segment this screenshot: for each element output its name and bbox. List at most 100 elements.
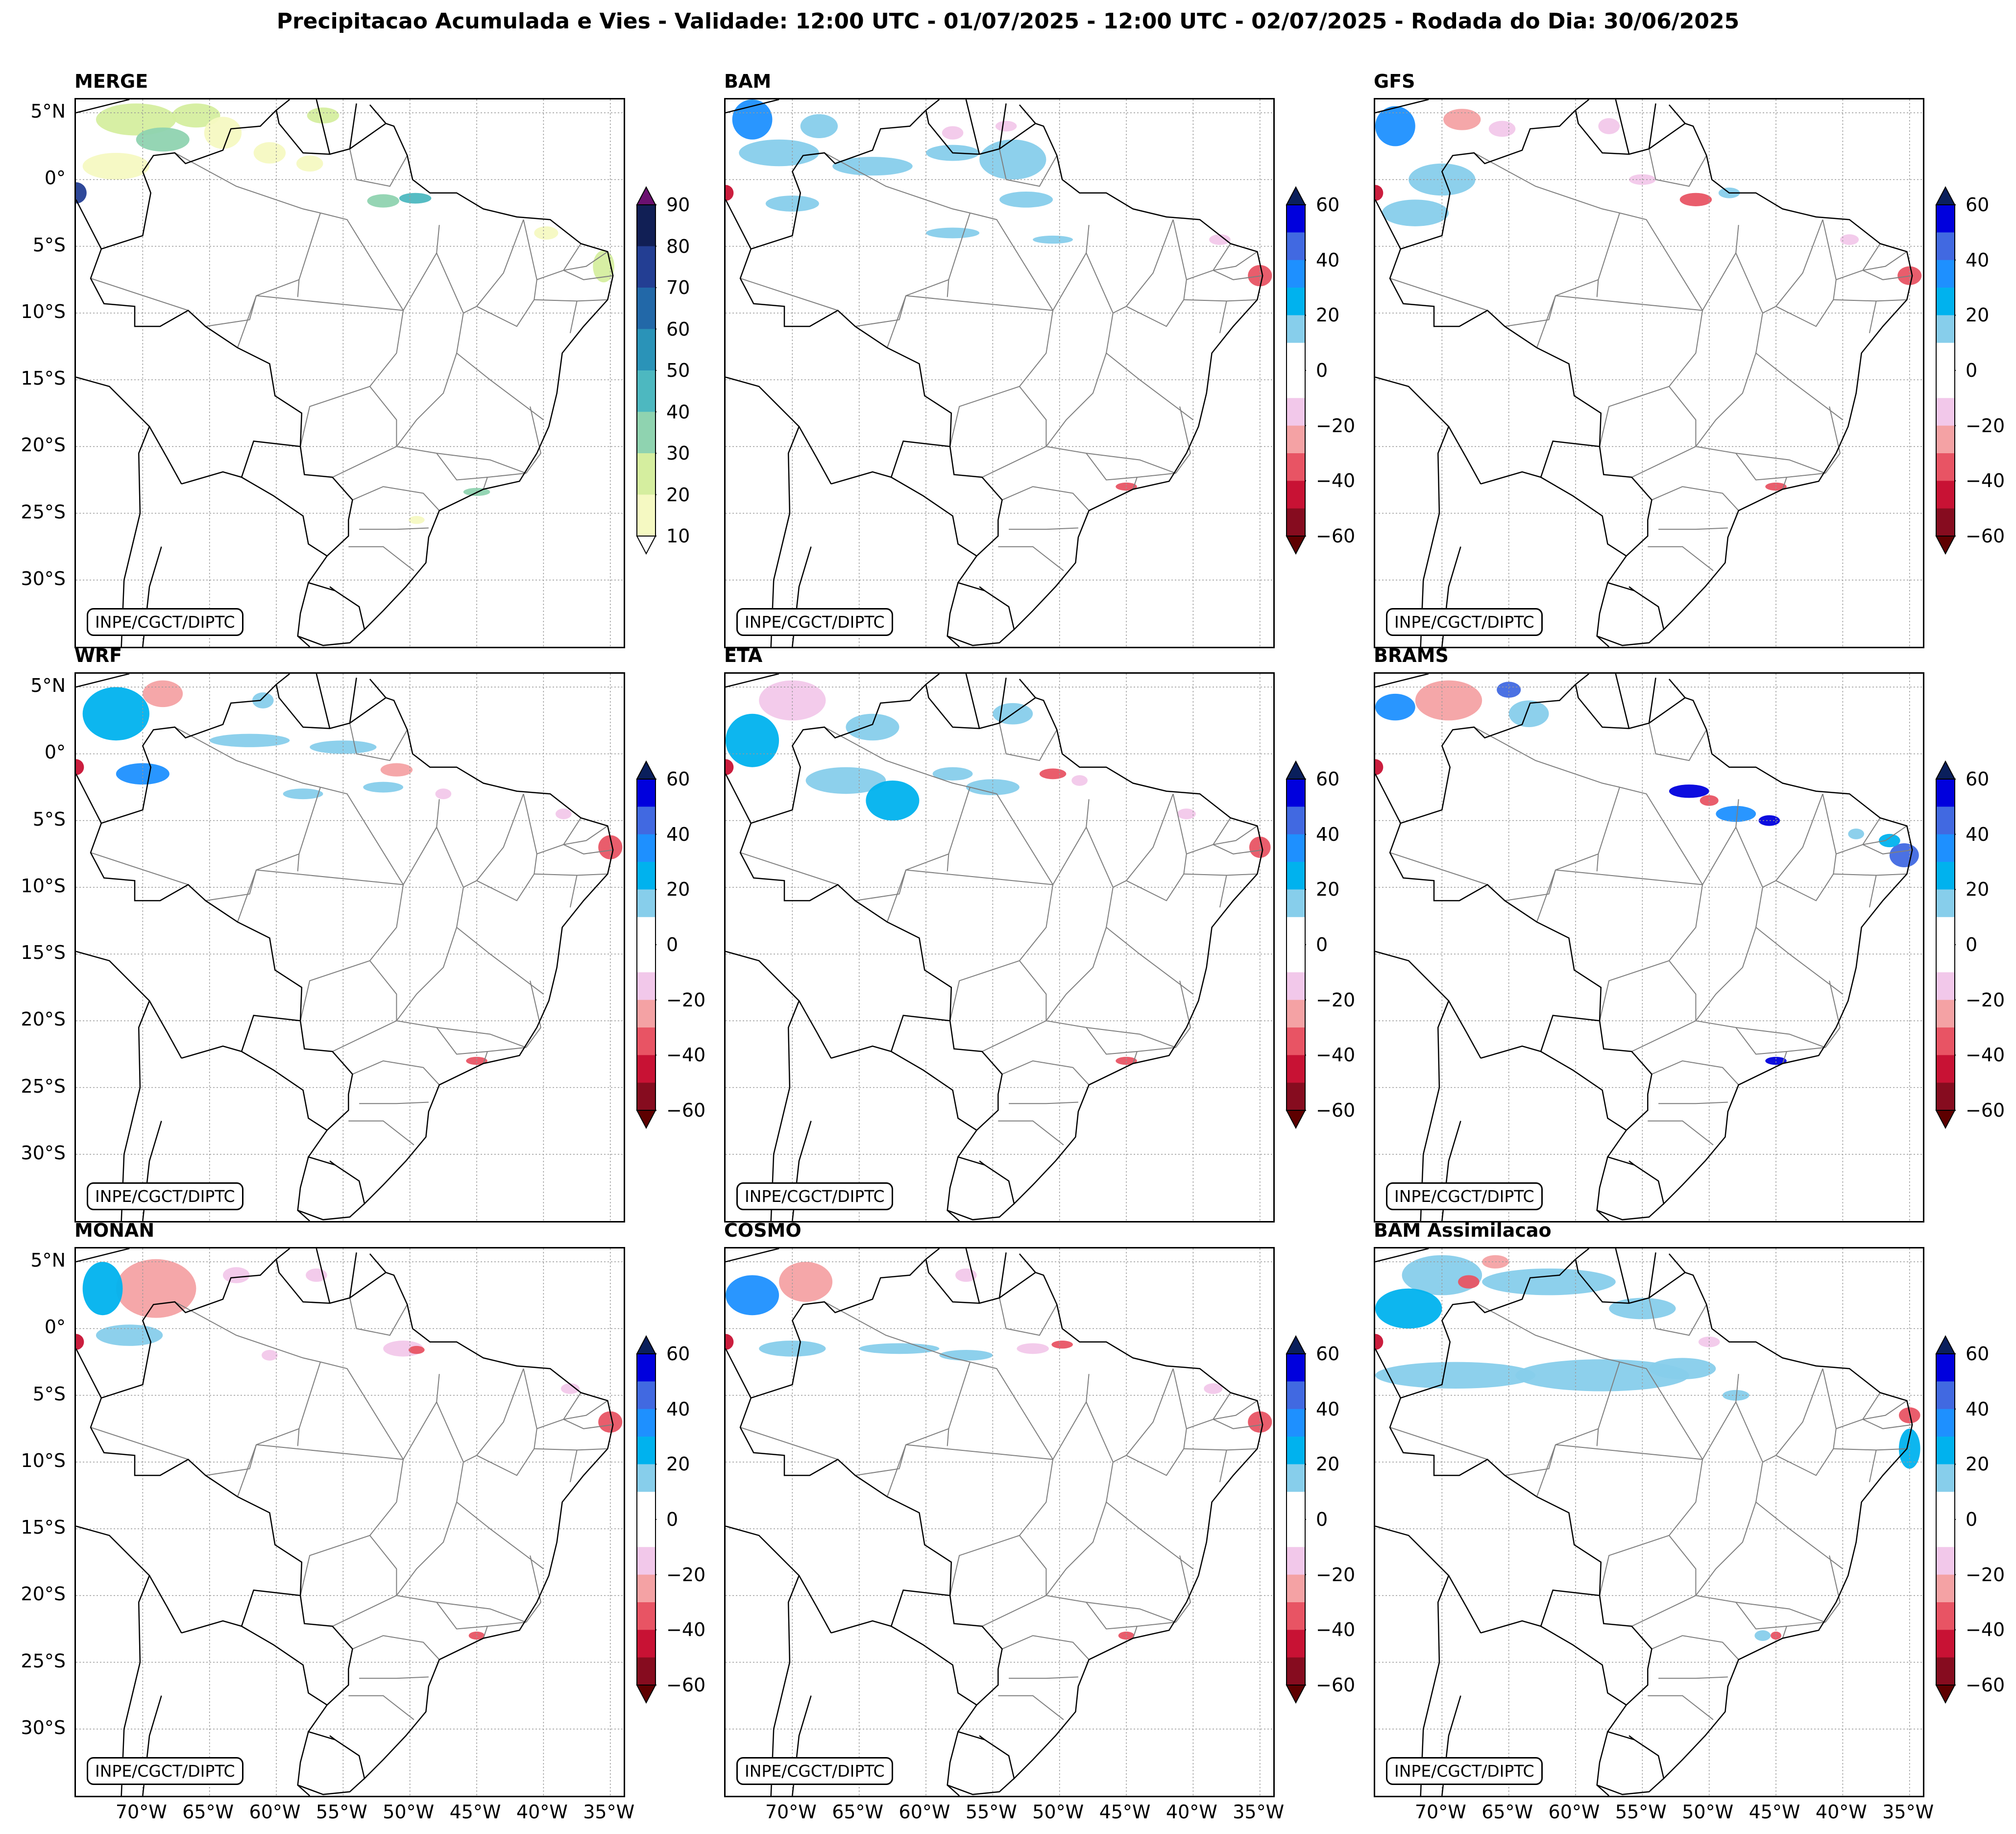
country-border <box>1648 103 1656 149</box>
state-border <box>320 212 404 311</box>
lon-tick-label: 35°W <box>583 1801 635 1823</box>
state-border <box>1389 278 1488 311</box>
anomaly-area <box>408 516 425 524</box>
anomaly-area <box>995 121 1017 132</box>
state-border <box>740 278 838 311</box>
country-border <box>1615 1248 1630 1303</box>
state-border <box>1175 1555 1191 1623</box>
state-border <box>1536 787 1620 923</box>
country-border <box>349 678 357 723</box>
anomaly-area <box>726 713 779 767</box>
colorbar-extend-top <box>1286 186 1306 205</box>
anomaly-area <box>1116 1056 1137 1065</box>
state-border <box>1113 793 1174 888</box>
state-border <box>174 152 321 214</box>
lat-tick-label: 20°S <box>21 434 66 456</box>
colorbar-segment <box>1936 508 1955 537</box>
state-border <box>1184 299 1258 302</box>
anomaly-area <box>468 1631 485 1640</box>
state-border <box>437 1602 527 1623</box>
colorbar-extend-bottom <box>636 1685 656 1704</box>
map-frame: INPE/CGCT/DIPTC <box>724 1247 1275 1797</box>
state-border <box>297 279 300 297</box>
colorbar-tick-label: 90 <box>666 194 690 216</box>
colorbar-tick-label: 0 <box>1316 360 1328 381</box>
state-border <box>256 869 404 885</box>
state-border <box>1631 1459 1703 1627</box>
country-border <box>148 1000 182 1059</box>
lon-tick-label: 40°W <box>516 1801 568 1823</box>
colorbar-tick-label: −60 <box>1316 525 1356 547</box>
state-border <box>1045 827 1114 1021</box>
colorbar-segment <box>637 1492 656 1520</box>
state-border <box>1755 927 1843 995</box>
state-border <box>205 295 257 327</box>
country-border <box>316 674 331 729</box>
anomaly-area <box>932 767 973 781</box>
state-border <box>1755 352 1843 420</box>
colorbar-segment <box>637 288 656 329</box>
state-border <box>1046 1595 1137 1630</box>
colorbar-segment <box>1287 1547 1305 1575</box>
state-border <box>1106 1501 1193 1569</box>
colorbar-extend-bottom <box>1286 1685 1306 1704</box>
credit-label: INPE/CGCT/DIPTC <box>736 1182 893 1210</box>
colorbar-segment <box>1936 232 1955 261</box>
colorbar-tick-label: 0 <box>1966 360 1978 381</box>
state-border <box>982 310 1054 478</box>
colorbar-segment <box>637 889 656 918</box>
state-border <box>476 299 535 327</box>
colorbar-tick-label: −60 <box>666 1674 706 1696</box>
anomaly-area <box>1375 1288 1442 1329</box>
colorbar-segment <box>1287 508 1305 537</box>
state-border <box>396 1401 464 1596</box>
colorbar-segment <box>1287 1492 1305 1520</box>
state-border <box>998 546 1064 571</box>
credit-label: INPE/CGCT/DIPTC <box>87 608 243 636</box>
country-border <box>76 951 150 1221</box>
lon-tick-label: 65°W <box>832 1801 884 1823</box>
colorbar-segment <box>637 1630 656 1658</box>
state-border <box>396 252 464 447</box>
state-border <box>1648 1120 1714 1146</box>
state-border <box>1863 251 1907 271</box>
state-border <box>886 787 971 923</box>
colorbar-tick-label: 0 <box>666 1509 679 1530</box>
state-border <box>569 301 578 334</box>
state-border <box>1658 1101 1728 1104</box>
state-border <box>1775 299 1834 327</box>
country-border <box>349 103 357 149</box>
country-border <box>1596 1731 1664 1795</box>
colorbar-tick-label: 0 <box>1316 934 1328 955</box>
state-border <box>1213 269 1263 280</box>
country-border <box>241 1625 328 1706</box>
credit-label: INPE/CGCT/DIPTC <box>1386 1757 1543 1785</box>
country-border <box>369 104 387 124</box>
map-canvas <box>76 99 624 647</box>
anomaly-area <box>1118 1631 1135 1640</box>
colorbar-segment <box>637 1082 656 1111</box>
state-border <box>456 1501 544 1569</box>
anomaly-area <box>1017 1343 1049 1354</box>
anomaly-area <box>1443 109 1481 130</box>
state-border <box>1052 225 1090 311</box>
colorbar-segment <box>1287 862 1305 890</box>
state-border <box>569 1450 578 1483</box>
state-border <box>824 152 971 214</box>
state-border <box>348 1120 414 1146</box>
country-border <box>739 684 1263 1205</box>
colorbar-segment <box>1287 972 1305 1001</box>
lat-tick-label: 10°S <box>21 875 66 897</box>
state-border <box>1086 1027 1176 1048</box>
colorbar-segment <box>637 1437 656 1465</box>
colorbar-segment <box>1936 1082 1955 1111</box>
lat-tick-label: 5°N <box>30 100 66 122</box>
country-border <box>297 1156 365 1221</box>
lat-tick-label: 0° <box>44 741 66 763</box>
anomaly-area <box>466 1056 487 1065</box>
state-border <box>1696 446 1787 481</box>
state-border <box>403 225 440 311</box>
country-border <box>1628 1160 1635 1166</box>
state-border <box>256 295 404 311</box>
anomaly-area <box>1375 1334 1384 1350</box>
